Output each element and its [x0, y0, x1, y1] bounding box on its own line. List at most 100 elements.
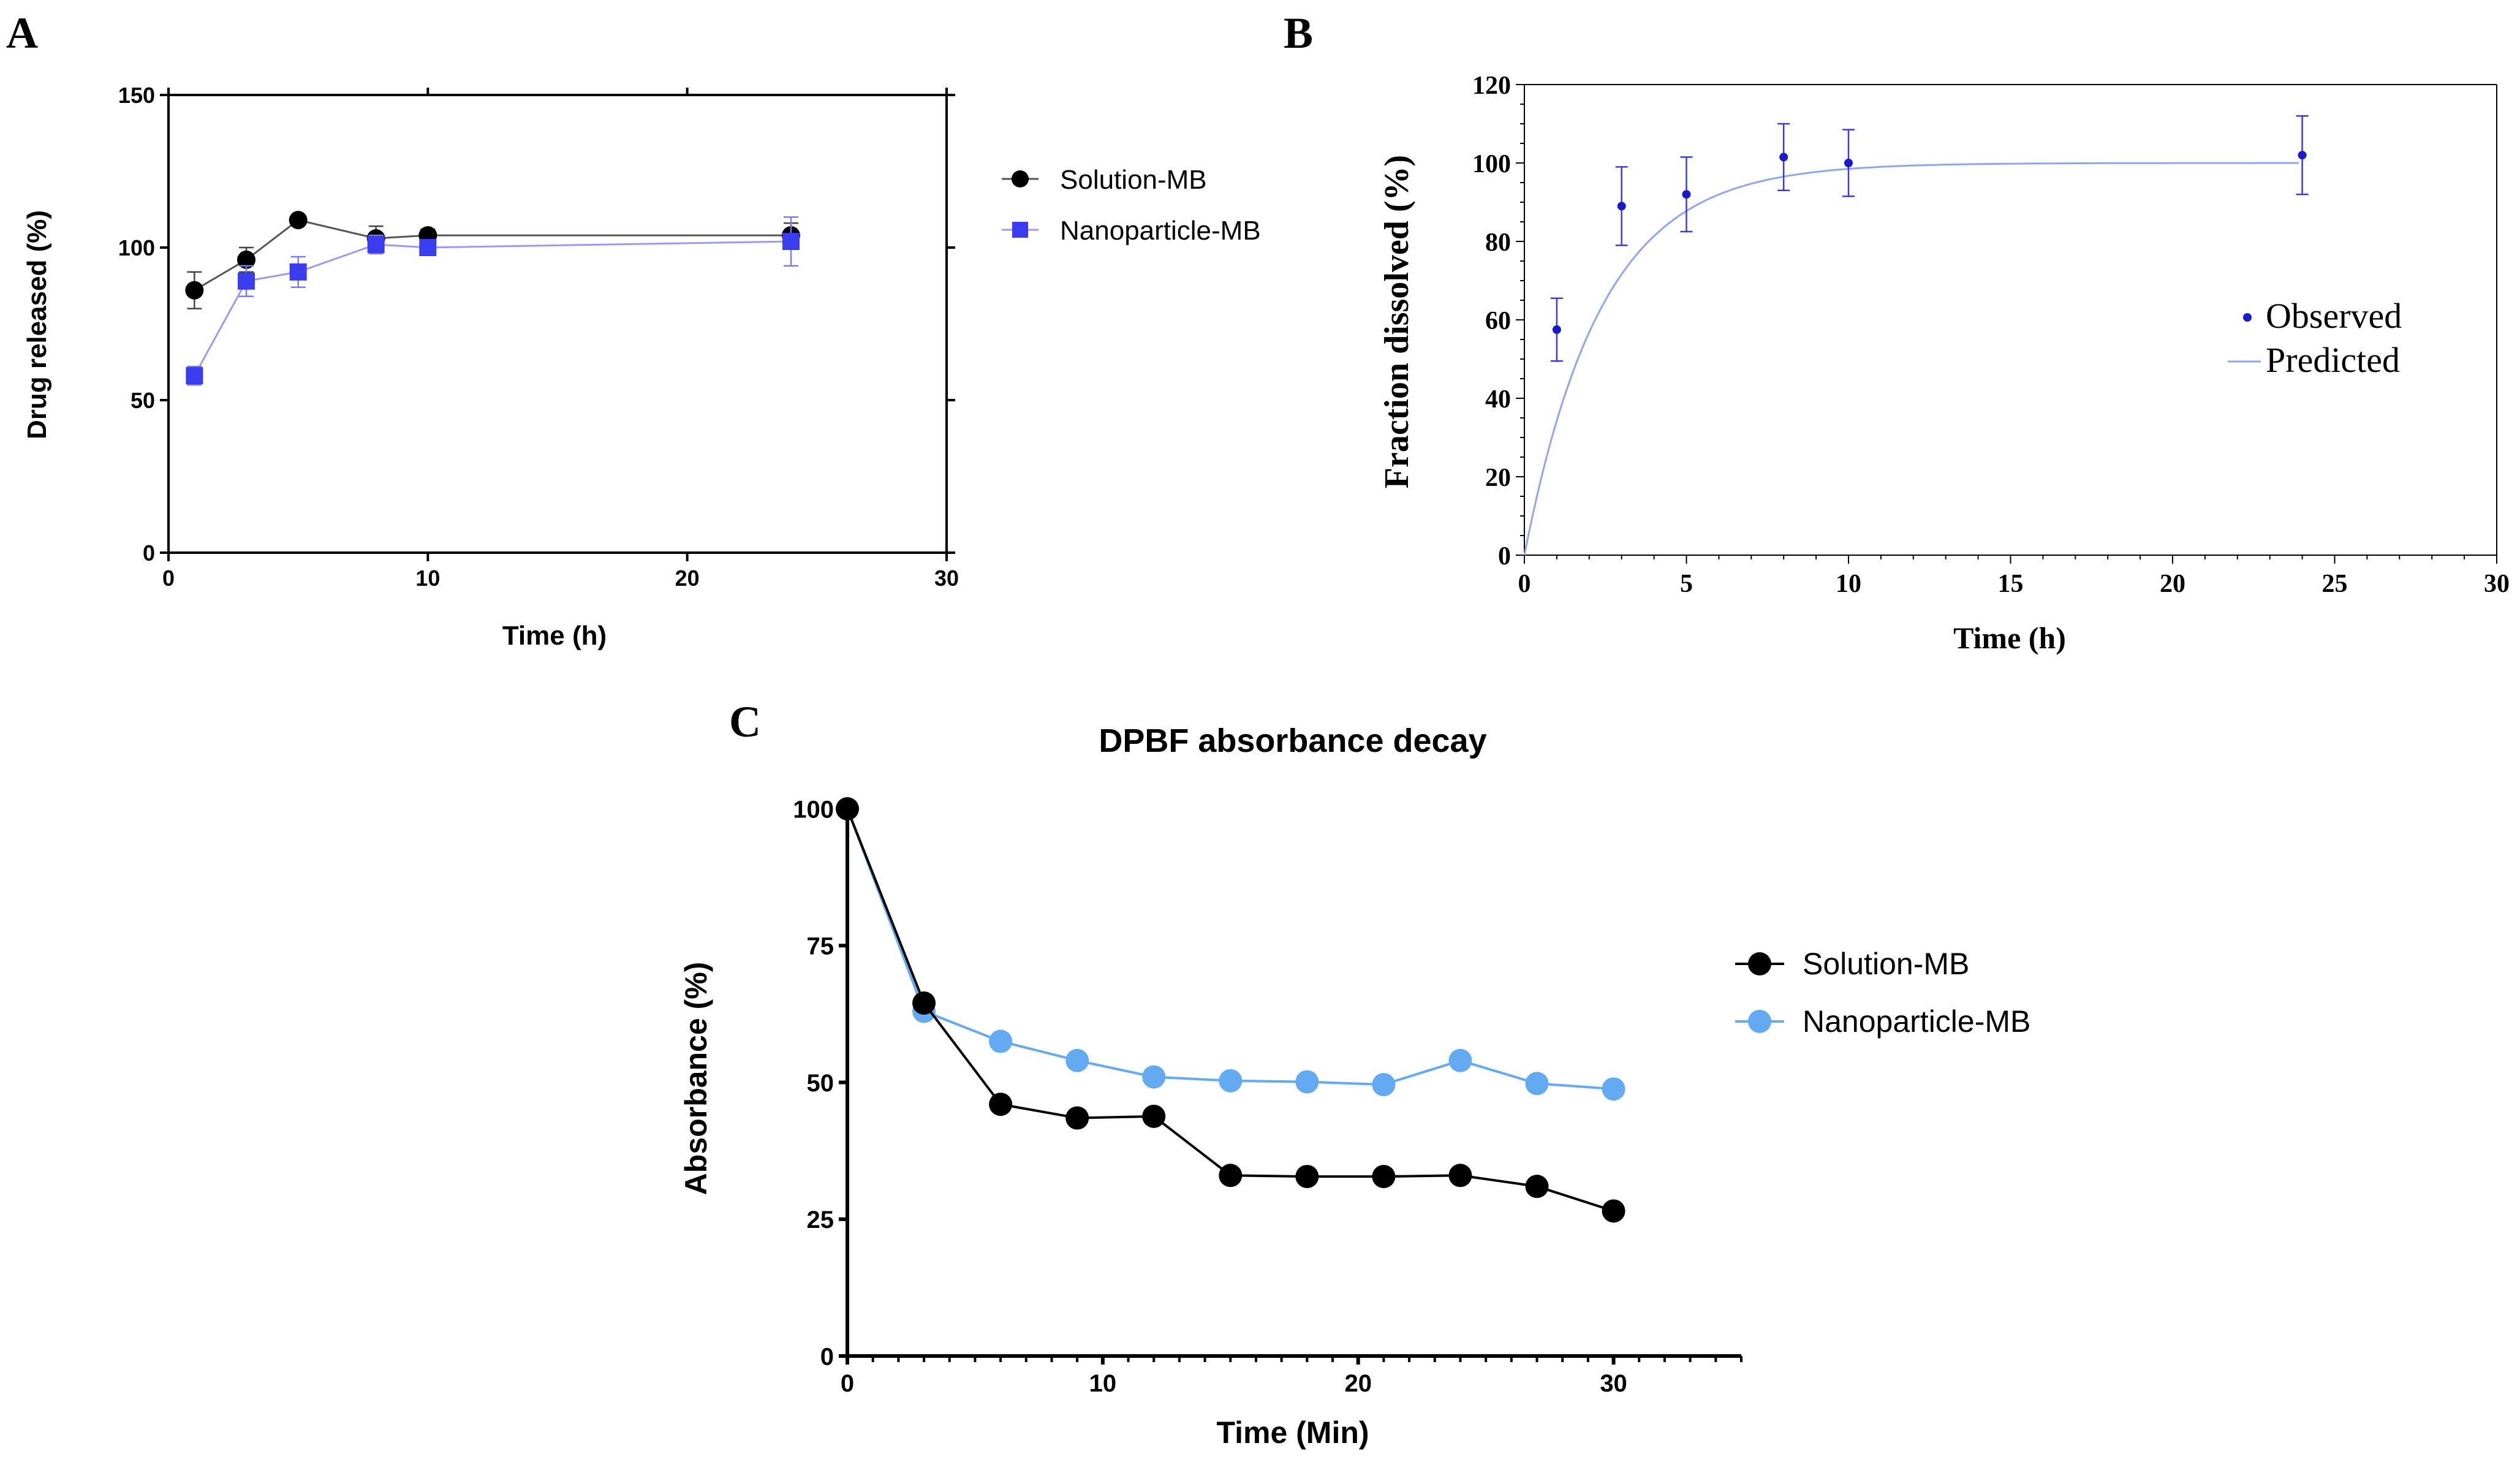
panel-b-legend: Observed Predicted — [2228, 296, 2402, 380]
legend-marker-solution-mb — [1012, 170, 1029, 187]
legend-marker-nanoparticle-mb — [1012, 222, 1028, 238]
panel-c-legend: Solution-MB Nanoparticle-MB — [1735, 947, 2030, 1039]
data-point-observed — [1552, 325, 1561, 334]
data-point-nanoparticle-mb — [1372, 1073, 1396, 1097]
x-tick-label: 5 — [1680, 570, 1693, 598]
legend-marker-observed — [2243, 313, 2252, 322]
data-point-solution-mb — [1525, 1175, 1549, 1199]
data-point-observed — [1779, 153, 1788, 162]
predicted-curve — [1523, 162, 2299, 556]
data-point-nanoparticle-mb — [289, 263, 307, 281]
x-tick-label: 15 — [1998, 570, 2024, 598]
data-point-nanoparticle-mb — [989, 1029, 1013, 1053]
panel-a-tick-labels: 0 10 20 30 0 50 100 150 — [118, 83, 959, 591]
legend-label-nanoparticle-mb: Nanoparticle-MB — [1060, 216, 1261, 246]
data-point-solution-mb — [289, 211, 308, 230]
x-tick-label: 10 — [1089, 1370, 1117, 1397]
data-point-solution-mb — [1372, 1165, 1396, 1189]
data-point-nanoparticle-mb — [1142, 1065, 1166, 1089]
x-tick-label: 20 — [675, 566, 700, 591]
panel-letter-a: A — [6, 9, 38, 58]
y-tick-label: 0 — [820, 1343, 834, 1370]
panel-a-legend: Solution-MB Nanoparticle-MB — [1002, 165, 1261, 246]
data-point-nanoparticle-mb — [782, 233, 800, 251]
y-tick-label: 60 — [1485, 307, 1511, 335]
legend-label-solution-mb-c: Solution-MB — [1803, 947, 1969, 981]
data-point-solution-mb — [912, 991, 936, 1015]
x-tick-label: 25 — [2322, 570, 2348, 598]
series-line-solution-mb — [194, 219, 791, 292]
data-point-solution-mb — [1065, 1106, 1089, 1130]
legend-label-solution-mb: Solution-MB — [1060, 165, 1207, 195]
y-tick-label: 0 — [143, 540, 155, 566]
panel-a-axes — [160, 88, 955, 561]
panel-c: C DPBF absorbance decay 0 10 20 30 0 25 50 75 10… — [679, 697, 2030, 1450]
panel-b-y-axis-label: Fraction dissolved (%) — [1378, 155, 1416, 488]
legend-marker-nanoparticle-mb-c — [1748, 1010, 1771, 1033]
data-point-solution-mb — [237, 250, 255, 269]
y-tick-label: 120 — [1472, 72, 1511, 100]
legend-label-observed: Observed — [2266, 296, 2402, 336]
panel-c-x-axis-label: Time (Min) — [1216, 1415, 1369, 1450]
y-tick-label: 0 — [1498, 542, 1511, 570]
y-tick-label: 80 — [1485, 229, 1511, 257]
x-tick-label: 0 — [1518, 570, 1531, 598]
data-point-nanoparticle-mb — [238, 272, 255, 290]
panel-a-series — [185, 211, 800, 386]
y-tick-label: 20 — [1485, 464, 1511, 492]
legend-label-predicted: Predicted — [2266, 340, 2400, 380]
data-point-nanoparticle-mb — [367, 236, 385, 254]
x-tick-label: 30 — [2484, 570, 2510, 598]
y-tick-label: 100 — [118, 235, 155, 260]
x-tick-label: 0 — [162, 566, 175, 591]
data-point-nanoparticle-mb — [1065, 1048, 1089, 1072]
y-tick-label: 40 — [1485, 385, 1511, 414]
x-tick-label: 30 — [934, 566, 959, 591]
data-point-solution-mb — [836, 797, 859, 820]
data-point-nanoparticle-mb — [1525, 1072, 1549, 1096]
panel-c-title: DPBF absorbance decay — [1099, 722, 1486, 759]
y-tick-label: 150 — [118, 83, 155, 108]
data-point-solution-mb — [1448, 1164, 1472, 1187]
data-point-nanoparticle-mb — [1448, 1048, 1472, 1072]
data-point-solution-mb — [989, 1093, 1013, 1116]
data-point-solution-mb — [1295, 1165, 1319, 1189]
y-tick-label: 50 — [807, 1070, 834, 1097]
series-line-nanoparticle-mb — [194, 240, 792, 376]
panel-b-tick-labels: 0 5 10 15 20 25 30 0 20 40 60 80 100 120 — [1472, 72, 2510, 598]
data-point-observed — [1844, 159, 1853, 167]
legend-marker-solution-mb-c — [1748, 952, 1771, 975]
panel-b-series — [1523, 115, 2309, 556]
panel-c-tick-labels: 0 10 20 30 0 25 50 75 100 — [793, 796, 1627, 1397]
data-point-nanoparticle-mb — [1602, 1077, 1625, 1101]
panel-a-y-axis-label: Drug released (%) — [22, 210, 52, 439]
panel-a: A 0 10 20 30 0 50 100 150 Time (h) Drug release… — [6, 9, 1261, 651]
data-point-nanoparticle-mb — [1295, 1070, 1319, 1094]
y-tick-label: 100 — [793, 796, 834, 823]
data-point-nanoparticle-mb — [186, 367, 203, 385]
x-tick-label: 10 — [1836, 570, 1861, 598]
data-point-solution-mb — [1142, 1104, 1166, 1128]
x-tick-label: 10 — [415, 566, 440, 591]
legend-label-nanoparticle-mb-c: Nanoparticle-MB — [1803, 1004, 2030, 1039]
panel-a-x-axis-label: Time (h) — [502, 621, 607, 651]
y-tick-label: 75 — [807, 933, 834, 960]
x-tick-label: 30 — [1600, 1370, 1627, 1397]
data-point-nanoparticle-mb — [419, 239, 437, 256]
data-point-observed — [2298, 151, 2307, 160]
panel-letter-b: B — [1284, 9, 1313, 58]
panel-c-series — [836, 797, 1625, 1223]
panel-letter-c: C — [729, 697, 761, 746]
data-point-observed — [1682, 190, 1691, 199]
data-point-solution-mb — [1219, 1164, 1243, 1187]
data-point-nanoparticle-mb — [1219, 1069, 1243, 1093]
panel-b-x-axis-label: Time (h) — [1953, 621, 2066, 655]
panel-c-y-axis-label: Absorbance (%) — [679, 962, 713, 1195]
data-point-observed — [1617, 202, 1626, 211]
panel-b-axes — [1516, 84, 2497, 564]
x-tick-label: 20 — [1344, 1370, 1372, 1397]
y-tick-label: 100 — [1472, 150, 1511, 178]
panel-b: B 0 5 10 15 20 25 30 0 20 40 60 80 100 120 Time (h) F… — [1284, 9, 2510, 655]
data-point-solution-mb — [185, 281, 204, 300]
